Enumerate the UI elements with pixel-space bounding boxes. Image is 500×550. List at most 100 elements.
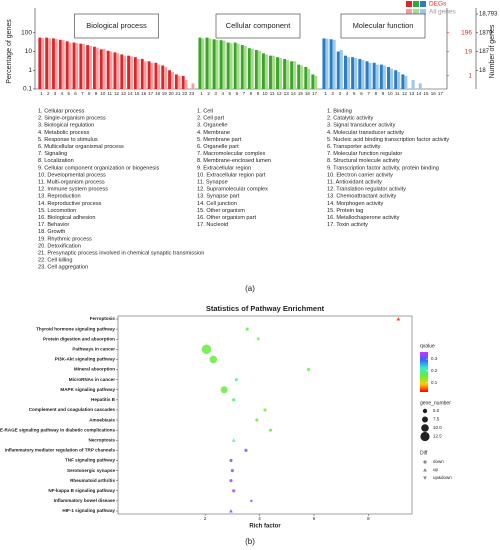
bar <box>120 54 124 89</box>
x-tick-label: 5 <box>353 91 356 96</box>
group-box <box>340 13 426 39</box>
point <box>209 355 218 364</box>
y-tick-label: Inflammatory mediator regulation of TRP … <box>5 448 116 453</box>
bar <box>48 38 51 89</box>
category-item: 15. Locomotion <box>38 208 76 214</box>
category-item: 9. Extracellular region <box>197 165 251 171</box>
category-item: 13. Synapse part <box>197 194 240 200</box>
x-tick-label: 18 <box>155 91 161 96</box>
category-item: 12. Supramolecular complex <box>197 187 268 193</box>
legend-swatch <box>420 9 426 15</box>
category-item: 22. Cell killing <box>38 258 73 264</box>
size-label: 7.5 <box>433 417 440 422</box>
legend-label: DEGs <box>429 1 447 8</box>
bar <box>161 65 165 89</box>
x-tick-label: 6 <box>74 91 77 96</box>
point <box>229 479 233 483</box>
x-axis-title: Rich factor <box>249 524 281 530</box>
caption: (b) <box>245 537 255 546</box>
bar <box>307 68 311 89</box>
bar <box>343 55 347 89</box>
bar <box>86 45 90 89</box>
y-tick-label: 0.1 <box>23 86 32 93</box>
x-tick-label: 4 <box>221 91 224 96</box>
bar <box>68 42 72 89</box>
group-box <box>74 13 159 39</box>
bar <box>375 64 379 89</box>
bar <box>286 60 290 89</box>
y-tick-label: Serotonergic synapse <box>67 468 115 473</box>
bar <box>271 55 275 89</box>
category-item: 10. Extracellular region part <box>197 172 266 178</box>
bar <box>215 39 219 89</box>
y-tick-label: MicroRNAs in cancer <box>69 377 115 382</box>
category-item: 4. Metabolic process <box>38 130 90 136</box>
y-tick-label: 10 <box>25 48 33 55</box>
y2-tick-label: 19 <box>465 48 473 55</box>
category-item: 1. Cellular process <box>38 108 85 114</box>
bar <box>329 39 333 89</box>
legend-swatch <box>413 1 419 7</box>
category-item: 6. Organelle part <box>197 144 239 150</box>
diff-label: down <box>433 459 444 464</box>
bar <box>368 62 372 89</box>
x-tick-label: 7 <box>367 91 370 96</box>
category-item: 12. Translation regulator activity <box>327 187 406 193</box>
bar <box>311 74 315 89</box>
colorbar-label: 0.3 <box>431 356 438 361</box>
x-tick-label: 10 <box>100 91 106 96</box>
bar <box>52 38 55 89</box>
bar <box>390 68 394 89</box>
category-item: 9. Transcription factor activity, protei… <box>327 165 439 171</box>
plot-frame <box>117 315 413 515</box>
category-item: 11. Multi-organism process <box>38 179 105 185</box>
bar <box>89 45 92 89</box>
y-tick-label: 1 <box>28 67 32 74</box>
category-item: 17. Behavior <box>38 222 70 228</box>
bar <box>168 70 171 89</box>
category-item: 3. Organelle <box>197 123 227 129</box>
y-tick-label: Rheumatoid arthritis <box>70 478 115 483</box>
bar <box>45 37 49 89</box>
x-tick-label: 8 <box>250 91 253 96</box>
y-tick-label: Complement and coagulation cascades <box>29 407 116 412</box>
bar <box>75 43 79 89</box>
y-tick-label: AGE-RAGE signaling pathway in diabetic c… <box>0 427 115 432</box>
y-tick-label: Mineral absorption <box>74 367 115 372</box>
colorbar-label: 0.2 <box>431 368 438 373</box>
category-item: 12. Immune system process <box>38 187 108 193</box>
x-tick-label: 23 <box>189 91 195 96</box>
bar <box>127 55 131 89</box>
bar <box>93 46 96 89</box>
bar <box>404 75 408 89</box>
category-item: 15. Protein tag <box>327 208 363 214</box>
category-item: 6. Transporter activity <box>327 144 381 150</box>
x-tick-label: 12 <box>402 91 408 96</box>
group-label: Cellular component <box>226 21 292 30</box>
x-tick-label: 13 <box>284 91 290 96</box>
group-label: Molecular function <box>353 21 414 30</box>
point <box>263 408 267 412</box>
y3-tick-label: 18,793 <box>479 12 498 18</box>
x-tick-label: 2 <box>332 91 335 96</box>
category-item: 10. Electron carrier activity <box>327 172 393 178</box>
x-tick-label: 8 <box>88 91 91 96</box>
bar <box>184 80 188 89</box>
category-item: 9. Cellular component organization or bi… <box>38 165 159 171</box>
category-item: 8. Localization <box>38 158 74 164</box>
legend-swatch <box>413 9 419 15</box>
bar <box>250 48 254 89</box>
bar <box>79 43 83 89</box>
point <box>231 438 236 442</box>
bar <box>41 38 45 89</box>
category-item: 1. Cell <box>197 108 213 114</box>
x-tick-label: 9 <box>382 91 385 96</box>
category-item: 13. Reproduction <box>38 194 81 200</box>
bar <box>116 53 120 89</box>
x-tick-label: 9 <box>95 91 98 96</box>
x-tick-label: 16 <box>305 91 311 96</box>
bar <box>95 47 99 89</box>
size-label: 10.0 <box>433 425 442 430</box>
bar <box>257 50 261 89</box>
